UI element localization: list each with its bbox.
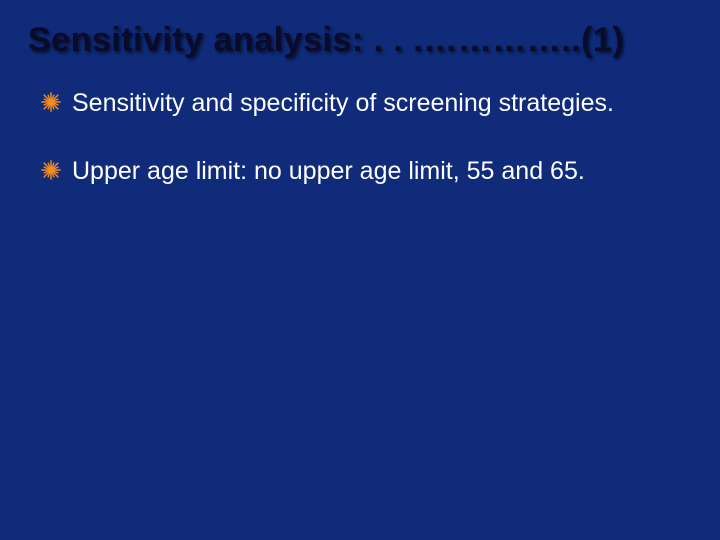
slide: Sensitivity analysis: . . .…………..(1) (0, 0, 720, 540)
starburst-icon (40, 159, 62, 181)
slide-title: Sensitivity analysis: . . .…………..(1) (28, 20, 692, 61)
list-item: Sensitivity and specificity of screening… (40, 87, 688, 120)
starburst-icon (40, 91, 62, 113)
bullet-text: Sensitivity and specificity of screening… (72, 87, 688, 120)
list-item: Upper age limit: no upper age limit, 55 … (40, 155, 688, 188)
bullet-list: Sensitivity and specificity of screening… (28, 79, 692, 188)
bullet-text: Upper age limit: no upper age limit, 55 … (72, 155, 688, 188)
